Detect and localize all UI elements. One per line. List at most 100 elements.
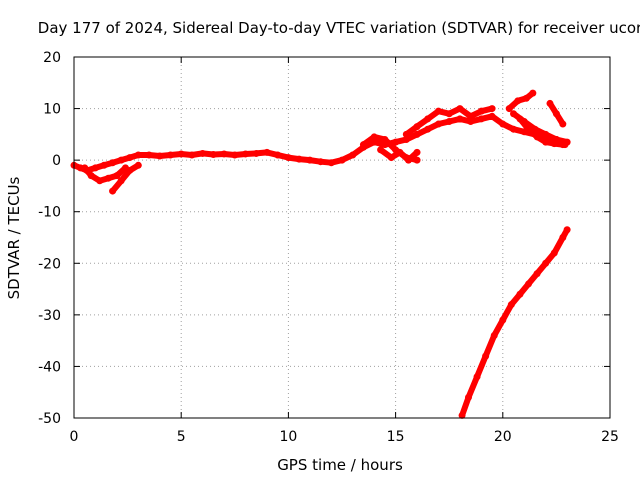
data-point — [126, 166, 134, 174]
data-point — [510, 110, 518, 118]
data-point — [546, 99, 554, 107]
x-tick-label: 10 — [279, 429, 297, 445]
data-point — [550, 140, 558, 148]
data-point — [542, 130, 550, 138]
data-point — [473, 373, 481, 381]
data-point — [404, 156, 412, 164]
data-point — [499, 316, 507, 324]
data-point — [445, 110, 453, 118]
data-point — [100, 161, 108, 169]
data-point — [87, 172, 95, 180]
y-tick-label: -50 — [38, 411, 61, 427]
data-point — [91, 164, 99, 172]
data-point — [274, 151, 282, 159]
data-point — [434, 120, 442, 128]
data-point — [507, 301, 515, 309]
data-point — [156, 152, 164, 160]
series-dropping-track — [459, 226, 571, 419]
data-point — [488, 112, 496, 120]
y-tick-label: 20 — [43, 50, 61, 66]
data-point — [327, 159, 335, 167]
data-point — [424, 125, 432, 133]
data-point — [359, 141, 367, 149]
data-point — [188, 151, 196, 159]
data-point — [104, 174, 112, 182]
data-point — [284, 154, 292, 162]
series-late-upper-a — [506, 90, 536, 112]
data-point — [370, 133, 378, 141]
data-point — [456, 115, 464, 123]
data-point — [109, 187, 117, 195]
data-point — [477, 115, 485, 123]
data-point — [381, 136, 389, 144]
data-point — [424, 115, 432, 123]
data-point — [338, 156, 346, 164]
data-point — [295, 155, 303, 163]
data-point — [525, 125, 533, 133]
data-point — [199, 149, 207, 157]
data-point — [525, 280, 533, 288]
data-point — [488, 105, 496, 113]
grid-lines — [74, 57, 610, 418]
data-point — [113, 172, 121, 180]
data-point — [377, 146, 385, 154]
data-point — [477, 107, 485, 115]
y-axis-label: SDTVAR / TECUs — [5, 176, 23, 299]
data-point — [529, 89, 537, 97]
y-tick-label: -10 — [38, 205, 61, 221]
data-point — [552, 110, 560, 118]
data-point — [117, 177, 125, 185]
y-tick-label: 10 — [43, 102, 61, 118]
y-tick-label: -20 — [38, 256, 61, 272]
data-point — [467, 112, 475, 120]
axis-ticks: 0 5 10 15 20 25 -50 -40 -30 -20 -10 0 10 20 — [38, 50, 619, 445]
data-point — [396, 148, 404, 156]
x-tick-label: 0 — [70, 429, 79, 445]
data-point — [559, 141, 567, 149]
data-point — [209, 150, 217, 158]
data-point — [434, 107, 442, 115]
x-tick-label: 20 — [494, 429, 512, 445]
data-point — [505, 105, 513, 113]
data-point — [542, 259, 550, 267]
y-tick-label: -30 — [38, 308, 61, 324]
y-tick-label: -40 — [38, 359, 61, 375]
data-point — [134, 151, 142, 159]
data-point — [349, 151, 357, 159]
data-point — [542, 138, 550, 146]
data-point — [387, 154, 395, 162]
data-point — [563, 226, 571, 234]
data-point — [109, 159, 117, 167]
data-point — [522, 94, 530, 102]
data-series — [70, 89, 571, 419]
data-point — [550, 249, 558, 257]
data-point — [516, 290, 524, 298]
data-point — [559, 120, 567, 128]
data-point — [499, 120, 507, 128]
data-point — [458, 411, 466, 419]
data-point — [514, 97, 522, 105]
y-tick-label: 0 — [52, 153, 61, 169]
data-point — [413, 123, 421, 131]
data-point — [134, 161, 142, 169]
data-point — [317, 158, 325, 166]
data-point — [306, 156, 314, 164]
data-point — [220, 150, 228, 158]
data-point — [402, 136, 410, 144]
data-point — [177, 150, 185, 158]
data-point — [413, 148, 421, 156]
data-point — [533, 270, 541, 278]
data-point — [516, 115, 524, 123]
data-point — [96, 177, 104, 185]
data-point — [166, 151, 174, 159]
data-point — [533, 133, 541, 141]
data-point — [482, 352, 490, 360]
data-point — [145, 151, 153, 159]
data-point — [392, 138, 400, 146]
data-point — [263, 148, 271, 156]
data-point — [445, 117, 453, 125]
data-point — [231, 151, 239, 159]
x-axis-label: GPS time / hours — [277, 456, 403, 474]
series-dip-branch-b — [109, 162, 142, 195]
